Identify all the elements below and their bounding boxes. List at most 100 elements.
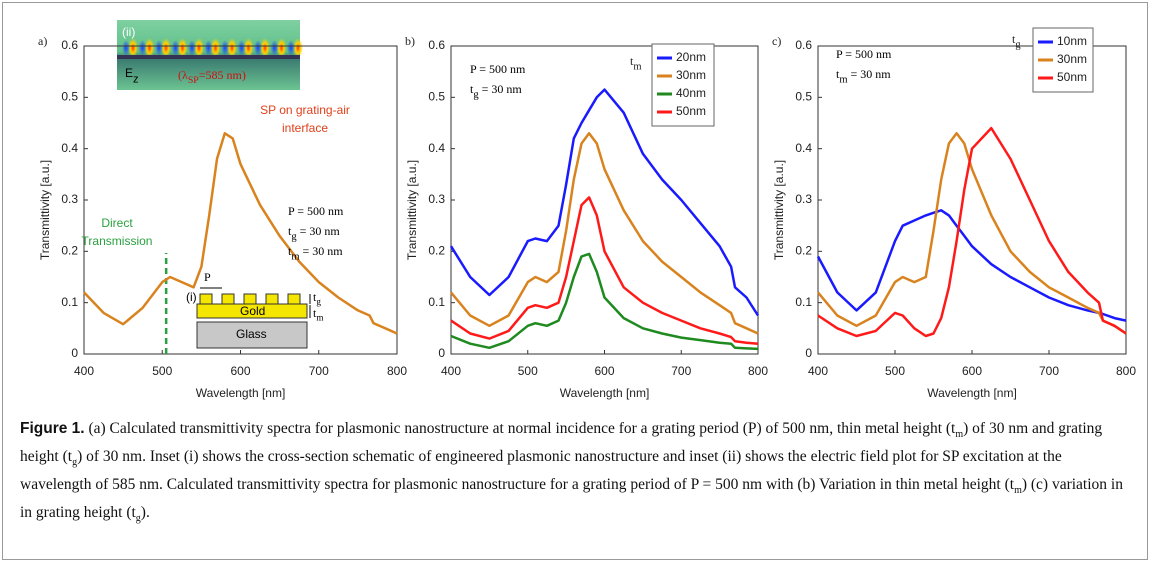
caption-sub: g — [72, 457, 78, 469]
annotation-main: Direct — [101, 216, 133, 230]
x-tick-label: 400 — [441, 364, 461, 378]
y-tick-label: 0.4 — [428, 141, 445, 155]
annotation: tm = 30 nm — [836, 67, 891, 86]
glass — [196, 321, 308, 349]
caption-text: (a) Calculated transmittivity spectra fo… — [84, 420, 956, 437]
x-tick-label: 500 — [885, 364, 905, 378]
field-cold — [204, 40, 213, 56]
annotation: tg = 30 nm — [288, 224, 340, 243]
annotation: Gold — [240, 304, 265, 318]
panel-label: b) — [405, 34, 415, 48]
legend-title-sub: g — [1015, 40, 1021, 51]
field-hot — [210, 38, 221, 58]
grating-tooth — [287, 293, 301, 305]
annotation-main: P = 500 nm — [836, 47, 892, 61]
annotation-main: t — [470, 82, 474, 96]
figure: 400 500 600 700 800 0 0.1 0.2 0.3 0.4 0.5 0.6 Wavele… — [38, 20, 1136, 400]
y-tick-label: 0.5 — [61, 90, 78, 104]
annotation-sub: m — [291, 252, 299, 263]
series-line — [449, 88, 760, 317]
field-cold — [270, 40, 279, 56]
annotation-main: Transmission — [82, 234, 153, 248]
y-tick-label: 0.5 — [428, 90, 445, 104]
y-tick-label: 0 — [438, 346, 445, 360]
annotation-main: t — [288, 244, 292, 258]
x-tick-label: 800 — [387, 364, 407, 378]
annotation-main: P = 500 nm — [288, 204, 344, 218]
annotation-main: P = 500 nm — [470, 62, 526, 76]
caption-sub: g — [135, 513, 141, 525]
grating-tooth — [199, 293, 213, 305]
annotation-sub: g — [291, 232, 297, 243]
y-tick-label: 0 — [805, 346, 812, 360]
legend-title: tm — [630, 54, 642, 73]
x-tick-label: 800 — [748, 364, 768, 378]
field-hot — [177, 38, 188, 58]
y-tick-label: 0.6 — [61, 38, 78, 52]
field-cold — [221, 40, 229, 56]
caption: Figure 1. (a) Calculated transmittivity … — [20, 418, 1135, 530]
grating-tooth — [221, 293, 235, 305]
series-line — [450, 252, 759, 351]
legend-label: 40nm — [676, 86, 706, 100]
x-tick-label: 500 — [518, 364, 538, 378]
field-hot — [293, 38, 303, 58]
annotation-main: t — [313, 290, 317, 304]
caption-text: ) of 30 nm and grating height (t — [20, 420, 1103, 466]
x-tick-label: 600 — [594, 364, 614, 378]
annotation-sub: z — [133, 74, 139, 86]
annotation: tm — [313, 306, 323, 323]
x-tick-label: 600 — [230, 364, 250, 378]
annotation-rest: = 30 nm — [300, 244, 344, 258]
caption-sub: m — [955, 429, 964, 441]
legend-title-main: t — [1012, 32, 1016, 46]
annotation-sub: SP — [188, 75, 199, 86]
annotation-main: Gold — [240, 304, 265, 318]
annotation-main: SP on grating-air — [260, 103, 350, 117]
field-cold — [188, 40, 196, 56]
field-cold — [171, 40, 180, 56]
y-tick-label: 0.2 — [61, 244, 78, 258]
annotation: tg = 30 nm — [470, 82, 522, 101]
field-hot — [243, 38, 254, 58]
x-tick-label: 700 — [309, 364, 329, 378]
caption-text: ) (c) variation in in grating height (t — [20, 476, 1123, 522]
caption-label: Figure 1. — [20, 420, 85, 437]
annotation: Transmission — [82, 234, 153, 248]
y-tick-label: 0.2 — [795, 244, 812, 258]
y-tick-label: 0.3 — [61, 192, 78, 206]
annotation-main: t — [313, 306, 317, 320]
series-line — [817, 126, 1127, 338]
field-cold — [237, 40, 246, 56]
series-line — [817, 132, 1127, 335]
field-cold — [254, 40, 262, 56]
annotation: Direct — [101, 216, 133, 230]
x-axis-label: Wavelength [nm] — [927, 386, 1017, 400]
field-cold — [138, 40, 147, 56]
annotation-main: t — [836, 67, 840, 81]
annotation-rest: = 30 nm — [479, 82, 523, 96]
legend-title-sub: m — [633, 62, 641, 73]
field-cold — [122, 40, 130, 56]
legend-label: 30nm — [1057, 52, 1087, 66]
annotation: tg — [313, 290, 321, 307]
y-axis-label: Transmittivity [a.u.] — [38, 160, 52, 260]
y-tick-label: 0.4 — [61, 141, 78, 155]
y-tick-label: 0.6 — [795, 38, 812, 52]
x-tick-label: 400 — [74, 364, 94, 378]
annotation: (λSP=585 nm) — [178, 68, 246, 86]
series-line — [450, 132, 759, 335]
annotation-main: (λ — [178, 68, 188, 82]
annotation: Glass — [236, 327, 267, 341]
annotation-sub: m — [839, 75, 847, 86]
caption-text: ) of 30 nm. Inset (i) shows the cross-se… — [20, 448, 1062, 494]
legend-label: 50nm — [676, 104, 706, 118]
panel-label: c) — [772, 34, 781, 48]
field-hot — [227, 38, 237, 58]
caption-text: ). — [140, 504, 150, 522]
grating-tooth — [265, 293, 279, 305]
annotation-main: Glass — [236, 327, 267, 341]
legend-label: 10nm — [1057, 34, 1087, 48]
field-cold — [155, 40, 163, 56]
